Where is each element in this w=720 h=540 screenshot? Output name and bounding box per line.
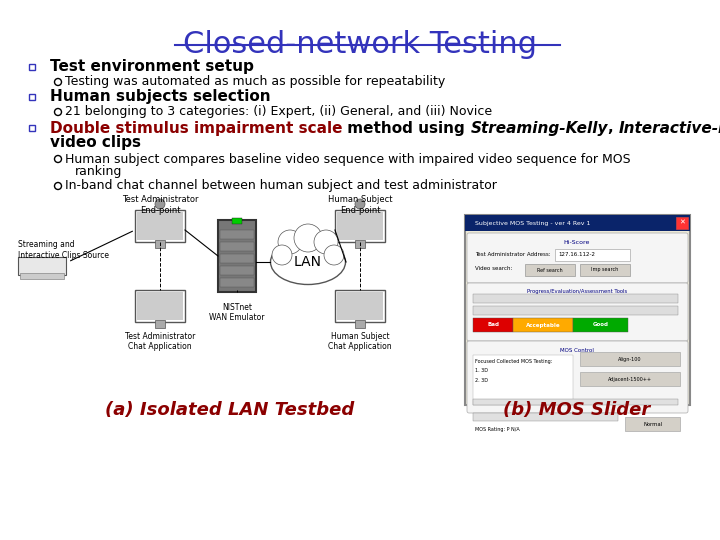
Bar xyxy=(580,372,680,386)
Bar xyxy=(220,242,254,251)
Bar xyxy=(155,320,165,328)
Bar xyxy=(135,210,185,242)
Bar xyxy=(676,217,688,229)
Text: (a) Isolated LAN Testbed: (a) Isolated LAN Testbed xyxy=(105,401,355,419)
Text: 21 belonging to 3 categories: (i) Expert, (ii) General, and (iii) Novice: 21 belonging to 3 categories: (i) Expert… xyxy=(65,105,492,118)
Text: (b) MOS Slider: (b) MOS Slider xyxy=(503,401,651,419)
Bar xyxy=(465,215,690,231)
Bar xyxy=(18,257,66,275)
Bar xyxy=(155,240,165,248)
Circle shape xyxy=(155,199,165,209)
Bar xyxy=(513,318,573,332)
Text: Subjective MOS Testing - ver 4 Rev 1: Subjective MOS Testing - ver 4 Rev 1 xyxy=(475,220,590,226)
Bar xyxy=(232,218,242,224)
Bar xyxy=(473,413,618,421)
Text: Test environment setup: Test environment setup xyxy=(50,59,254,75)
Text: ,: , xyxy=(608,120,619,136)
Bar xyxy=(625,417,680,431)
Bar xyxy=(337,292,383,320)
Bar xyxy=(29,64,35,70)
Bar xyxy=(573,318,628,332)
FancyBboxPatch shape xyxy=(467,283,688,341)
Text: Closed-network Testing: Closed-network Testing xyxy=(183,30,537,59)
Bar xyxy=(465,215,690,405)
Bar xyxy=(29,125,35,131)
Bar xyxy=(29,94,35,100)
Text: In-band chat channel between human subject and test administrator: In-band chat channel between human subje… xyxy=(65,179,497,192)
Bar xyxy=(20,273,64,279)
Text: Test Administrator Address:: Test Administrator Address: xyxy=(475,252,551,256)
Text: Normal: Normal xyxy=(644,422,662,427)
Text: 127.16.112-2: 127.16.112-2 xyxy=(558,253,595,258)
Text: Progress/Evaluation/Assessment Tools: Progress/Evaluation/Assessment Tools xyxy=(527,289,627,294)
Bar xyxy=(580,352,680,366)
Text: Adjacent-1500++: Adjacent-1500++ xyxy=(608,376,652,381)
Bar xyxy=(218,220,256,292)
Text: Test Administrator
End-point: Test Administrator End-point xyxy=(122,195,198,215)
Bar xyxy=(335,210,385,242)
Text: Human Subject
End-point: Human Subject End-point xyxy=(328,195,392,215)
Text: 2. 3D: 2. 3D xyxy=(475,377,488,382)
Bar xyxy=(220,254,254,263)
Text: Bad: Bad xyxy=(487,322,499,327)
Circle shape xyxy=(355,199,365,209)
Bar xyxy=(220,230,254,239)
Text: Streaming-Kelly: Streaming-Kelly xyxy=(470,120,608,136)
Text: 1. 3D: 1. 3D xyxy=(475,368,488,374)
FancyBboxPatch shape xyxy=(467,341,688,413)
Circle shape xyxy=(55,183,61,190)
Bar xyxy=(473,318,513,332)
Bar xyxy=(135,290,185,322)
Text: method using: method using xyxy=(343,120,470,136)
Text: Hi-Score: Hi-Score xyxy=(564,240,590,245)
Bar xyxy=(555,249,630,261)
Circle shape xyxy=(55,78,61,85)
Text: MOS Rating: P N/A: MOS Rating: P N/A xyxy=(475,427,520,431)
Circle shape xyxy=(55,156,61,163)
Bar xyxy=(473,306,678,315)
Bar xyxy=(335,290,385,322)
Bar xyxy=(473,355,573,405)
Text: NISTnet
WAN Emulator: NISTnet WAN Emulator xyxy=(210,303,265,322)
Bar xyxy=(337,212,383,240)
Text: Ref search: Ref search xyxy=(537,267,563,273)
Circle shape xyxy=(294,224,322,252)
Bar xyxy=(473,294,678,303)
Text: Testing was automated as much as possible for repeatability: Testing was automated as much as possibl… xyxy=(65,76,445,89)
Text: Imp search: Imp search xyxy=(591,267,618,273)
Circle shape xyxy=(324,245,344,265)
Text: Test Administrator
Chat Application: Test Administrator Chat Application xyxy=(125,332,195,352)
Circle shape xyxy=(278,230,302,254)
Text: ✕: ✕ xyxy=(679,220,685,226)
FancyBboxPatch shape xyxy=(467,233,688,283)
Bar xyxy=(220,278,254,287)
Text: LAN: LAN xyxy=(294,255,322,269)
Text: Align-100: Align-100 xyxy=(618,356,642,361)
Circle shape xyxy=(55,109,61,116)
Text: Human subjects selection: Human subjects selection xyxy=(50,90,271,105)
Text: Human Subject
Chat Application: Human Subject Chat Application xyxy=(328,332,392,352)
Text: Interactive-Kelly: Interactive-Kelly xyxy=(619,120,720,136)
Bar xyxy=(473,399,678,405)
Bar xyxy=(580,264,630,276)
Bar xyxy=(137,212,183,240)
Bar xyxy=(525,264,575,276)
Text: video clips: video clips xyxy=(50,136,141,151)
Text: Focused Collected MOS Testing:: Focused Collected MOS Testing: xyxy=(475,359,552,363)
Bar xyxy=(355,320,365,328)
Text: Good: Good xyxy=(593,322,608,327)
Text: Human subject compares baseline video sequence with impaired video sequence for : Human subject compares baseline video se… xyxy=(65,152,631,165)
Bar xyxy=(355,240,365,248)
Text: Video search:: Video search: xyxy=(475,267,513,272)
Circle shape xyxy=(272,245,292,265)
Ellipse shape xyxy=(271,240,346,285)
Bar xyxy=(220,266,254,275)
Text: Double stimulus impairment scale: Double stimulus impairment scale xyxy=(50,120,343,136)
Circle shape xyxy=(314,230,338,254)
Text: Streaming and
Interactive Clips Source: Streaming and Interactive Clips Source xyxy=(18,240,109,260)
Bar xyxy=(137,292,183,320)
Text: ranking: ranking xyxy=(75,165,122,179)
Text: Acceptable: Acceptable xyxy=(526,322,560,327)
Text: MOS Control: MOS Control xyxy=(560,348,594,353)
